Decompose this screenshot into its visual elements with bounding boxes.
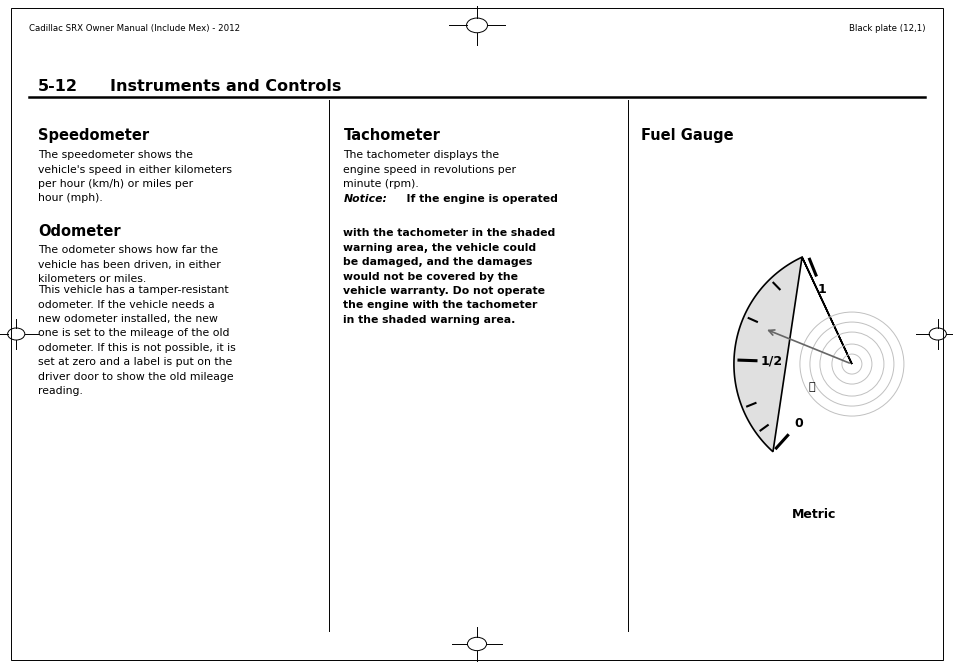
Text: Instruments and Controls: Instruments and Controls <box>110 79 341 94</box>
Text: The tachometer displays the
engine speed in revolutions per
minute (rpm).: The tachometer displays the engine speed… <box>343 150 516 189</box>
Text: This vehicle has a tamper-resistant
odometer. If the vehicle needs a
new odomete: This vehicle has a tamper-resistant odom… <box>38 285 235 396</box>
Text: Metric: Metric <box>791 508 835 520</box>
Text: 1/2: 1/2 <box>760 355 782 368</box>
Text: The odometer shows how far the
vehicle has been driven, in either
kilometers or : The odometer shows how far the vehicle h… <box>38 245 221 284</box>
Text: ⛽: ⛽ <box>808 382 815 392</box>
Text: Speedometer: Speedometer <box>38 128 149 143</box>
Text: 0: 0 <box>793 417 801 430</box>
Text: If the engine is operated: If the engine is operated <box>398 194 558 204</box>
Polygon shape <box>733 257 851 452</box>
Text: The speedometer shows the
vehicle's speed in either kilometers
per hour (km/h) o: The speedometer shows the vehicle's spee… <box>38 150 232 204</box>
Text: 1: 1 <box>817 283 825 297</box>
Text: with the tachometer in the shaded
warning area, the vehicle could
be damaged, an: with the tachometer in the shaded warnin… <box>343 228 555 325</box>
Text: Cadillac SRX Owner Manual (Include Mex) - 2012: Cadillac SRX Owner Manual (Include Mex) … <box>29 23 239 33</box>
Text: Black plate (12,1): Black plate (12,1) <box>848 23 924 33</box>
Text: Fuel Gauge: Fuel Gauge <box>640 128 733 143</box>
Text: Odometer: Odometer <box>38 224 121 238</box>
Text: 5-12: 5-12 <box>38 79 78 94</box>
Text: Notice:: Notice: <box>343 194 387 204</box>
Text: Tachometer: Tachometer <box>343 128 440 143</box>
